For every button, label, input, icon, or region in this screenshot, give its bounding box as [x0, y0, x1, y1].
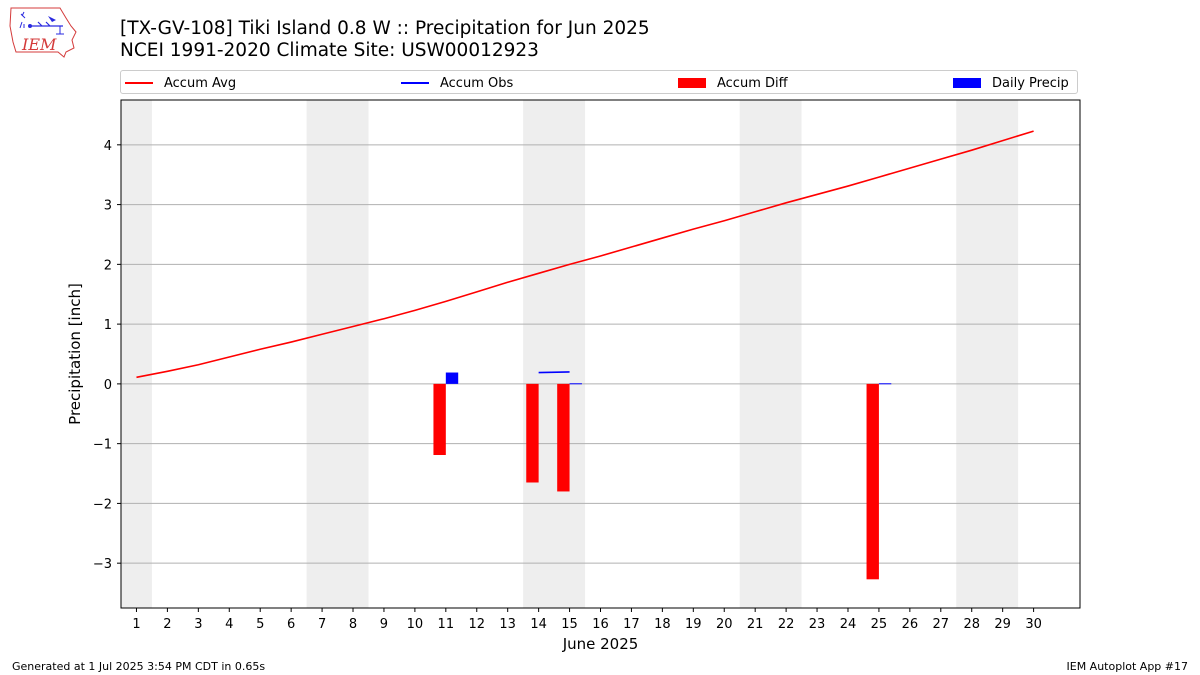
accum-diff-bar — [526, 383, 539, 483]
x-tick-label: 10 — [407, 617, 424, 632]
generated-timestamp: Generated at 1 Jul 2025 3:54 PM CDT in 0… — [12, 660, 266, 673]
plot-frame — [120, 99, 1081, 609]
x-tick-label: 12 — [468, 617, 485, 632]
x-tick-label: 18 — [654, 617, 671, 632]
x-tick-label: 15 — [561, 617, 578, 632]
y-tick-label: 3 — [104, 199, 112, 214]
weekend-band — [739, 100, 802, 608]
x-tick-label: 24 — [840, 617, 857, 632]
legend-swatch — [953, 78, 981, 88]
x-tick-label: 25 — [871, 617, 888, 632]
y-tick-label: 2 — [104, 258, 112, 273]
y-tick-label: 0 — [104, 378, 112, 393]
x-tick-label: 19 — [685, 617, 702, 632]
legend-label: Accum Diff — [717, 75, 788, 91]
weekend-band — [523, 100, 586, 608]
x-tick-label: 27 — [933, 617, 950, 632]
iem-logo-text: IEM — [21, 35, 57, 54]
x-tick-label: 28 — [963, 617, 980, 632]
x-tick-label: 6 — [287, 617, 295, 632]
y-axis-label: Precipitation [inch] — [66, 283, 84, 425]
y-tick-label: −1 — [93, 438, 112, 453]
chart-title: [TX-GV-108] Tiki Island 0.8 W :: Precipi… — [120, 18, 650, 39]
accum-obs-line — [538, 371, 570, 374]
x-axis-label: June 2025 — [562, 635, 639, 653]
y-tick-label: −2 — [93, 497, 112, 512]
y-tick-label: −3 — [93, 557, 112, 572]
x-tick-label: 5 — [256, 617, 264, 632]
weekend-band — [306, 100, 369, 608]
chart-subtitle: NCEI 1991-2020 Climate Site: USW00012923 — [120, 40, 539, 61]
x-tick-label: 13 — [499, 617, 516, 632]
legend-item-accum-obs: Accum Obs — [401, 74, 513, 92]
y-tick-label: 1 — [104, 318, 112, 333]
x-tick-label: 14 — [530, 617, 547, 632]
accum-avg-line — [136, 130, 1034, 379]
x-tick-label: 8 — [349, 617, 357, 632]
x-tick-label: 3 — [194, 617, 202, 632]
x-tick-label: 21 — [747, 617, 764, 632]
x-tick-label: 26 — [902, 617, 919, 632]
accum-diff-bar — [557, 383, 570, 492]
x-tick-label: 22 — [778, 617, 795, 632]
daily-precip-bar — [878, 383, 892, 385]
daily-precip-bar — [445, 372, 459, 384]
legend-item-accum-diff: Accum Diff — [678, 74, 788, 92]
x-tick-label: 30 — [1025, 617, 1042, 632]
weekend-band — [956, 100, 1019, 608]
weekend-band — [121, 100, 152, 608]
x-tick-label: 20 — [716, 617, 733, 632]
legend-item-accum-avg: Accum Avg — [125, 74, 236, 92]
x-tick-label: 29 — [994, 617, 1011, 632]
y-tick-label: 4 — [104, 139, 112, 154]
legend-swatch — [401, 82, 429, 84]
legend-swatch — [125, 82, 153, 84]
daily-precip-bar — [569, 383, 582, 385]
accum-diff-bar — [433, 383, 446, 456]
x-tick-label: 9 — [380, 617, 388, 632]
legend-label: Accum Obs — [440, 75, 514, 91]
legend-label: Accum Avg — [164, 75, 237, 91]
x-tick-label: 1 — [132, 617, 140, 632]
x-tick-label: 11 — [438, 617, 455, 632]
x-tick-label: 7 — [318, 617, 326, 632]
x-tick-label: 2 — [163, 617, 171, 632]
x-tick-label: 4 — [225, 617, 233, 632]
app-credit: IEM Autoplot App #17 — [1066, 660, 1189, 673]
legend-item-daily-precip: Daily Precip — [953, 74, 1069, 92]
accum-diff-bar — [866, 383, 879, 580]
legend-swatch — [678, 78, 706, 88]
legend-label: Daily Precip — [992, 75, 1069, 91]
legend: Accum Avg Accum Obs Accum Diff Daily Pre… — [120, 70, 1078, 94]
x-tick-label: 17 — [623, 617, 640, 632]
x-tick-label: 23 — [809, 617, 826, 632]
x-tick-label: 16 — [592, 617, 609, 632]
iem-logo: IEM — [9, 7, 77, 58]
